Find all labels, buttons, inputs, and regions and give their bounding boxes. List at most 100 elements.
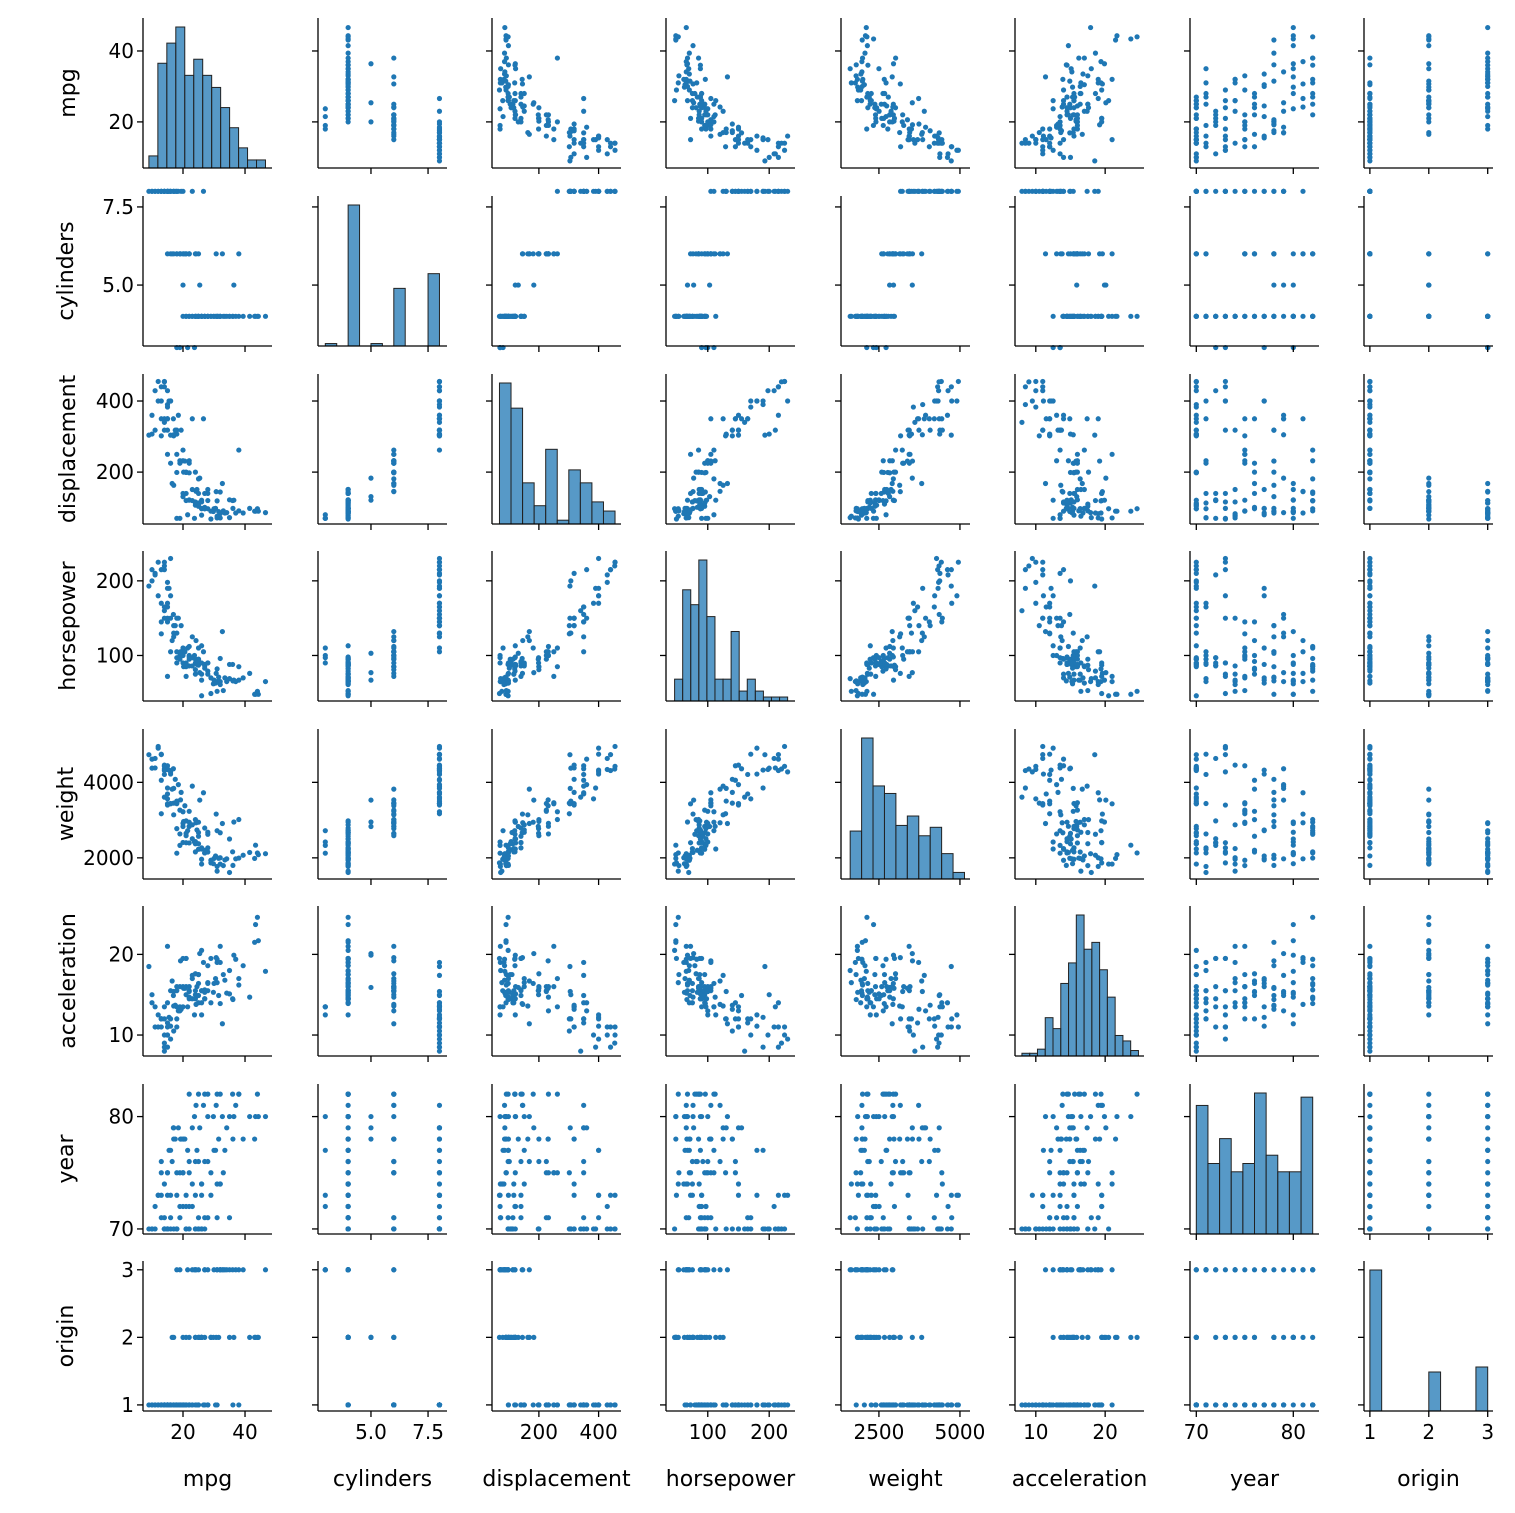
scatter-point xyxy=(1084,783,1090,789)
scatter-point xyxy=(174,515,180,521)
scatter-point xyxy=(226,991,233,997)
scatter-point xyxy=(897,482,903,488)
scatter-point xyxy=(214,498,220,504)
scatter-point xyxy=(1057,119,1063,125)
scatter-point xyxy=(149,578,155,584)
scatter-point xyxy=(732,416,739,422)
scatter-point xyxy=(1367,505,1373,511)
scatter-point xyxy=(345,643,351,649)
scatter-point xyxy=(596,593,602,599)
scatter-point xyxy=(907,433,913,439)
scatter-point xyxy=(1222,690,1229,697)
scatter-point xyxy=(909,475,915,481)
scatter-point xyxy=(760,785,766,791)
scatter-point xyxy=(864,43,870,49)
scatter-point xyxy=(164,785,171,791)
scatter-point xyxy=(345,66,351,72)
scatter-point xyxy=(1033,763,1039,769)
scatter-point xyxy=(847,66,853,72)
scatter-point xyxy=(566,144,572,150)
scatter-point xyxy=(1232,868,1238,874)
scatter-point xyxy=(1063,862,1069,869)
scatter-point xyxy=(518,840,524,846)
scatter-point xyxy=(1242,631,1248,637)
scatter-point xyxy=(512,655,518,661)
scatter-point xyxy=(170,188,176,194)
scatter-point xyxy=(1261,505,1267,511)
scatter-point xyxy=(754,133,760,139)
scatter-point xyxy=(526,786,532,792)
scatter-point xyxy=(1367,840,1373,846)
scatter-point xyxy=(1290,851,1296,857)
scatter-point xyxy=(182,458,188,464)
scatter-point xyxy=(1073,117,1079,123)
scatter-point xyxy=(525,634,531,640)
scatter-point xyxy=(720,129,726,136)
scatter-point xyxy=(199,845,205,851)
scatter-point xyxy=(345,991,351,997)
scatter-point xyxy=(612,763,618,769)
y-tick-label: 10 xyxy=(109,1023,134,1047)
scatter-point xyxy=(1077,849,1083,855)
scatter-point xyxy=(554,55,560,61)
scatter-point xyxy=(748,144,754,150)
scatter-point xyxy=(1067,490,1073,497)
scatter-point xyxy=(1300,649,1306,655)
scatter-point xyxy=(436,645,443,651)
scatter-point xyxy=(713,497,719,503)
scatter-point xyxy=(880,668,886,674)
scatter-point xyxy=(174,826,180,832)
scatter-point xyxy=(497,652,503,659)
histogram-bar xyxy=(256,159,266,169)
scatter-point xyxy=(1203,678,1209,685)
scatter-point xyxy=(519,81,526,87)
scatter-point xyxy=(521,108,527,114)
scatter-point xyxy=(247,505,253,511)
scatter-point xyxy=(855,84,861,90)
scatter-point xyxy=(158,398,164,404)
scatter-point xyxy=(182,251,188,257)
scatter-point xyxy=(596,144,602,150)
scatter-point xyxy=(164,763,171,769)
scatter-point xyxy=(368,475,374,481)
scatter-point xyxy=(1367,585,1373,591)
scatter-point xyxy=(1367,845,1373,851)
scatter-point xyxy=(1057,660,1063,666)
scatter-point xyxy=(1310,490,1316,497)
scatter-point xyxy=(1271,623,1277,629)
scatter-point xyxy=(1271,862,1277,869)
scatter-point xyxy=(1485,251,1491,257)
scatter-point xyxy=(1367,497,1373,503)
scatter-point xyxy=(208,1000,214,1006)
scatter-point xyxy=(919,630,925,636)
scatter-point xyxy=(865,105,871,111)
scatter-point xyxy=(322,126,328,132)
scatter-point xyxy=(1367,680,1373,686)
scatter-point xyxy=(1029,555,1035,562)
scatter-point xyxy=(723,798,729,804)
scatter-point xyxy=(919,251,925,257)
histogram-bar xyxy=(929,826,943,880)
scatter-point xyxy=(607,1044,614,1050)
scatter-point xyxy=(880,251,886,257)
scatter-point xyxy=(1047,801,1053,807)
scatter-point xyxy=(391,820,397,827)
scatter-point xyxy=(186,988,192,995)
scatter-point xyxy=(1070,785,1076,791)
scatter-point xyxy=(368,677,374,683)
scatter-point xyxy=(1033,796,1039,802)
scatter-point xyxy=(1073,469,1079,475)
scatter-point xyxy=(551,137,557,143)
scatter-point xyxy=(164,673,171,679)
scatter-point xyxy=(1426,654,1432,660)
scatter-point xyxy=(1081,313,1087,319)
scatter-point xyxy=(511,671,517,677)
scatter-point xyxy=(1099,251,1105,257)
scatter-point xyxy=(708,790,714,796)
scatter-point xyxy=(1134,34,1140,40)
scatter-point xyxy=(1242,251,1248,257)
scatter-point xyxy=(1367,188,1373,194)
scatter-point xyxy=(878,490,884,497)
scatter-point xyxy=(1193,427,1199,433)
panel-cylinders-vs-displacement xyxy=(486,188,621,352)
